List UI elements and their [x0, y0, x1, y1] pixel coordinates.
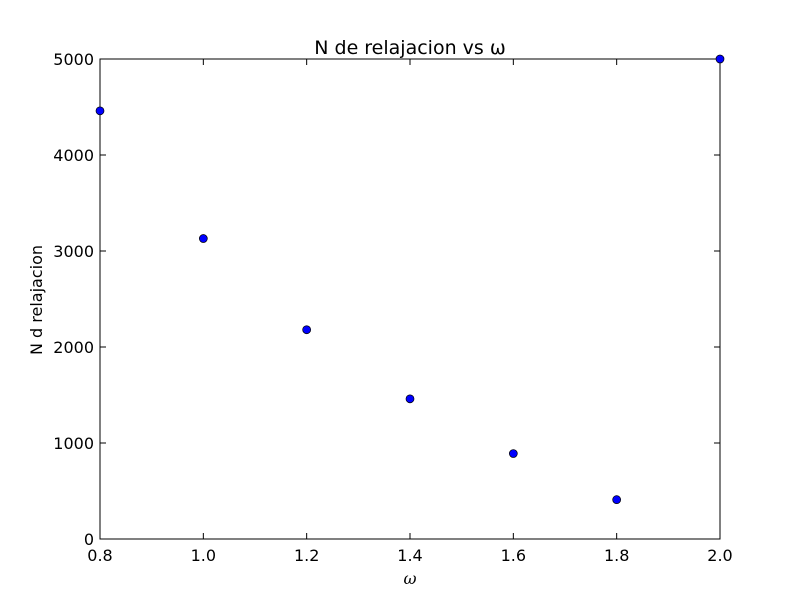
x-tick-label: 1.2	[294, 546, 319, 565]
data-series	[95, 54, 725, 504]
x-tick-label: 1.4	[397, 546, 422, 565]
y-axis-label: N d relajacion	[27, 245, 46, 355]
y-tick-label: 2000	[53, 338, 94, 357]
y-tick-label: 4000	[53, 146, 94, 165]
y-axis: 0 1000 2000 3000 4000 5000	[53, 50, 720, 549]
data-point	[95, 106, 105, 116]
x-tick-label: 1.8	[604, 546, 629, 565]
data-point	[405, 394, 415, 404]
x-tick-label: 2.0	[707, 546, 732, 565]
x-tick-label: 1.6	[501, 546, 526, 565]
data-point	[198, 234, 208, 243]
x-tick-label: 1.0	[191, 546, 216, 565]
x-axis-label: ω	[403, 569, 416, 588]
data-point	[715, 54, 725, 64]
y-tick-label: 0	[84, 530, 94, 549]
y-tick-label: 3000	[53, 242, 94, 261]
y-tick-label: 1000	[53, 434, 94, 453]
x-axis: 0.8 1.0 1.2 1.4 1.6 1.8 2.0	[87, 59, 733, 565]
data-point	[612, 495, 622, 504]
data-point	[508, 449, 518, 458]
data-point	[302, 325, 312, 335]
x-tick-label: 0.8	[87, 546, 112, 565]
chart-title: N de relajacion vs ω	[314, 37, 506, 59]
y-tick-label: 5000	[53, 50, 94, 69]
